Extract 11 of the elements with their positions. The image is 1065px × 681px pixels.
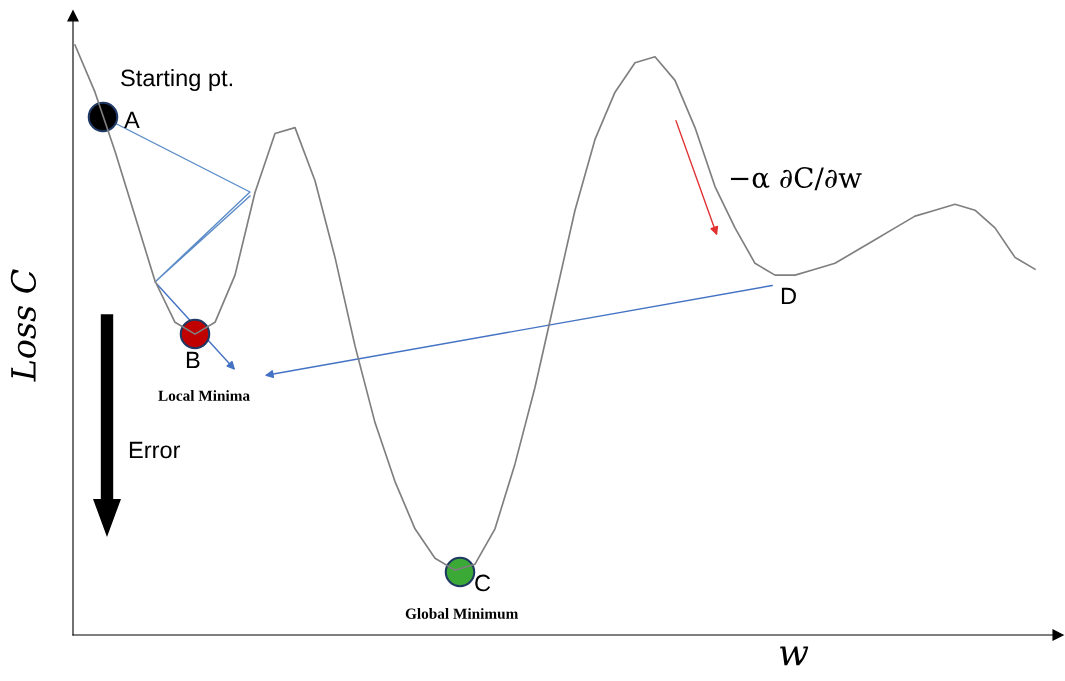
y-axis-title: Loss C [10,269,36,382]
annotation: Starting pt. [121,69,233,91]
annotation: C [475,574,491,592]
annotation: Error [129,441,181,459]
annotation: D [781,287,796,305]
x-axis-title: w [780,646,809,666]
annotation: B [186,351,200,369]
annotation: Global Minimum [405,608,519,619]
annotation: −α ∂C/∂w [730,167,862,191]
annotation: A [124,111,140,129]
annotation: Local Minima [158,390,250,401]
